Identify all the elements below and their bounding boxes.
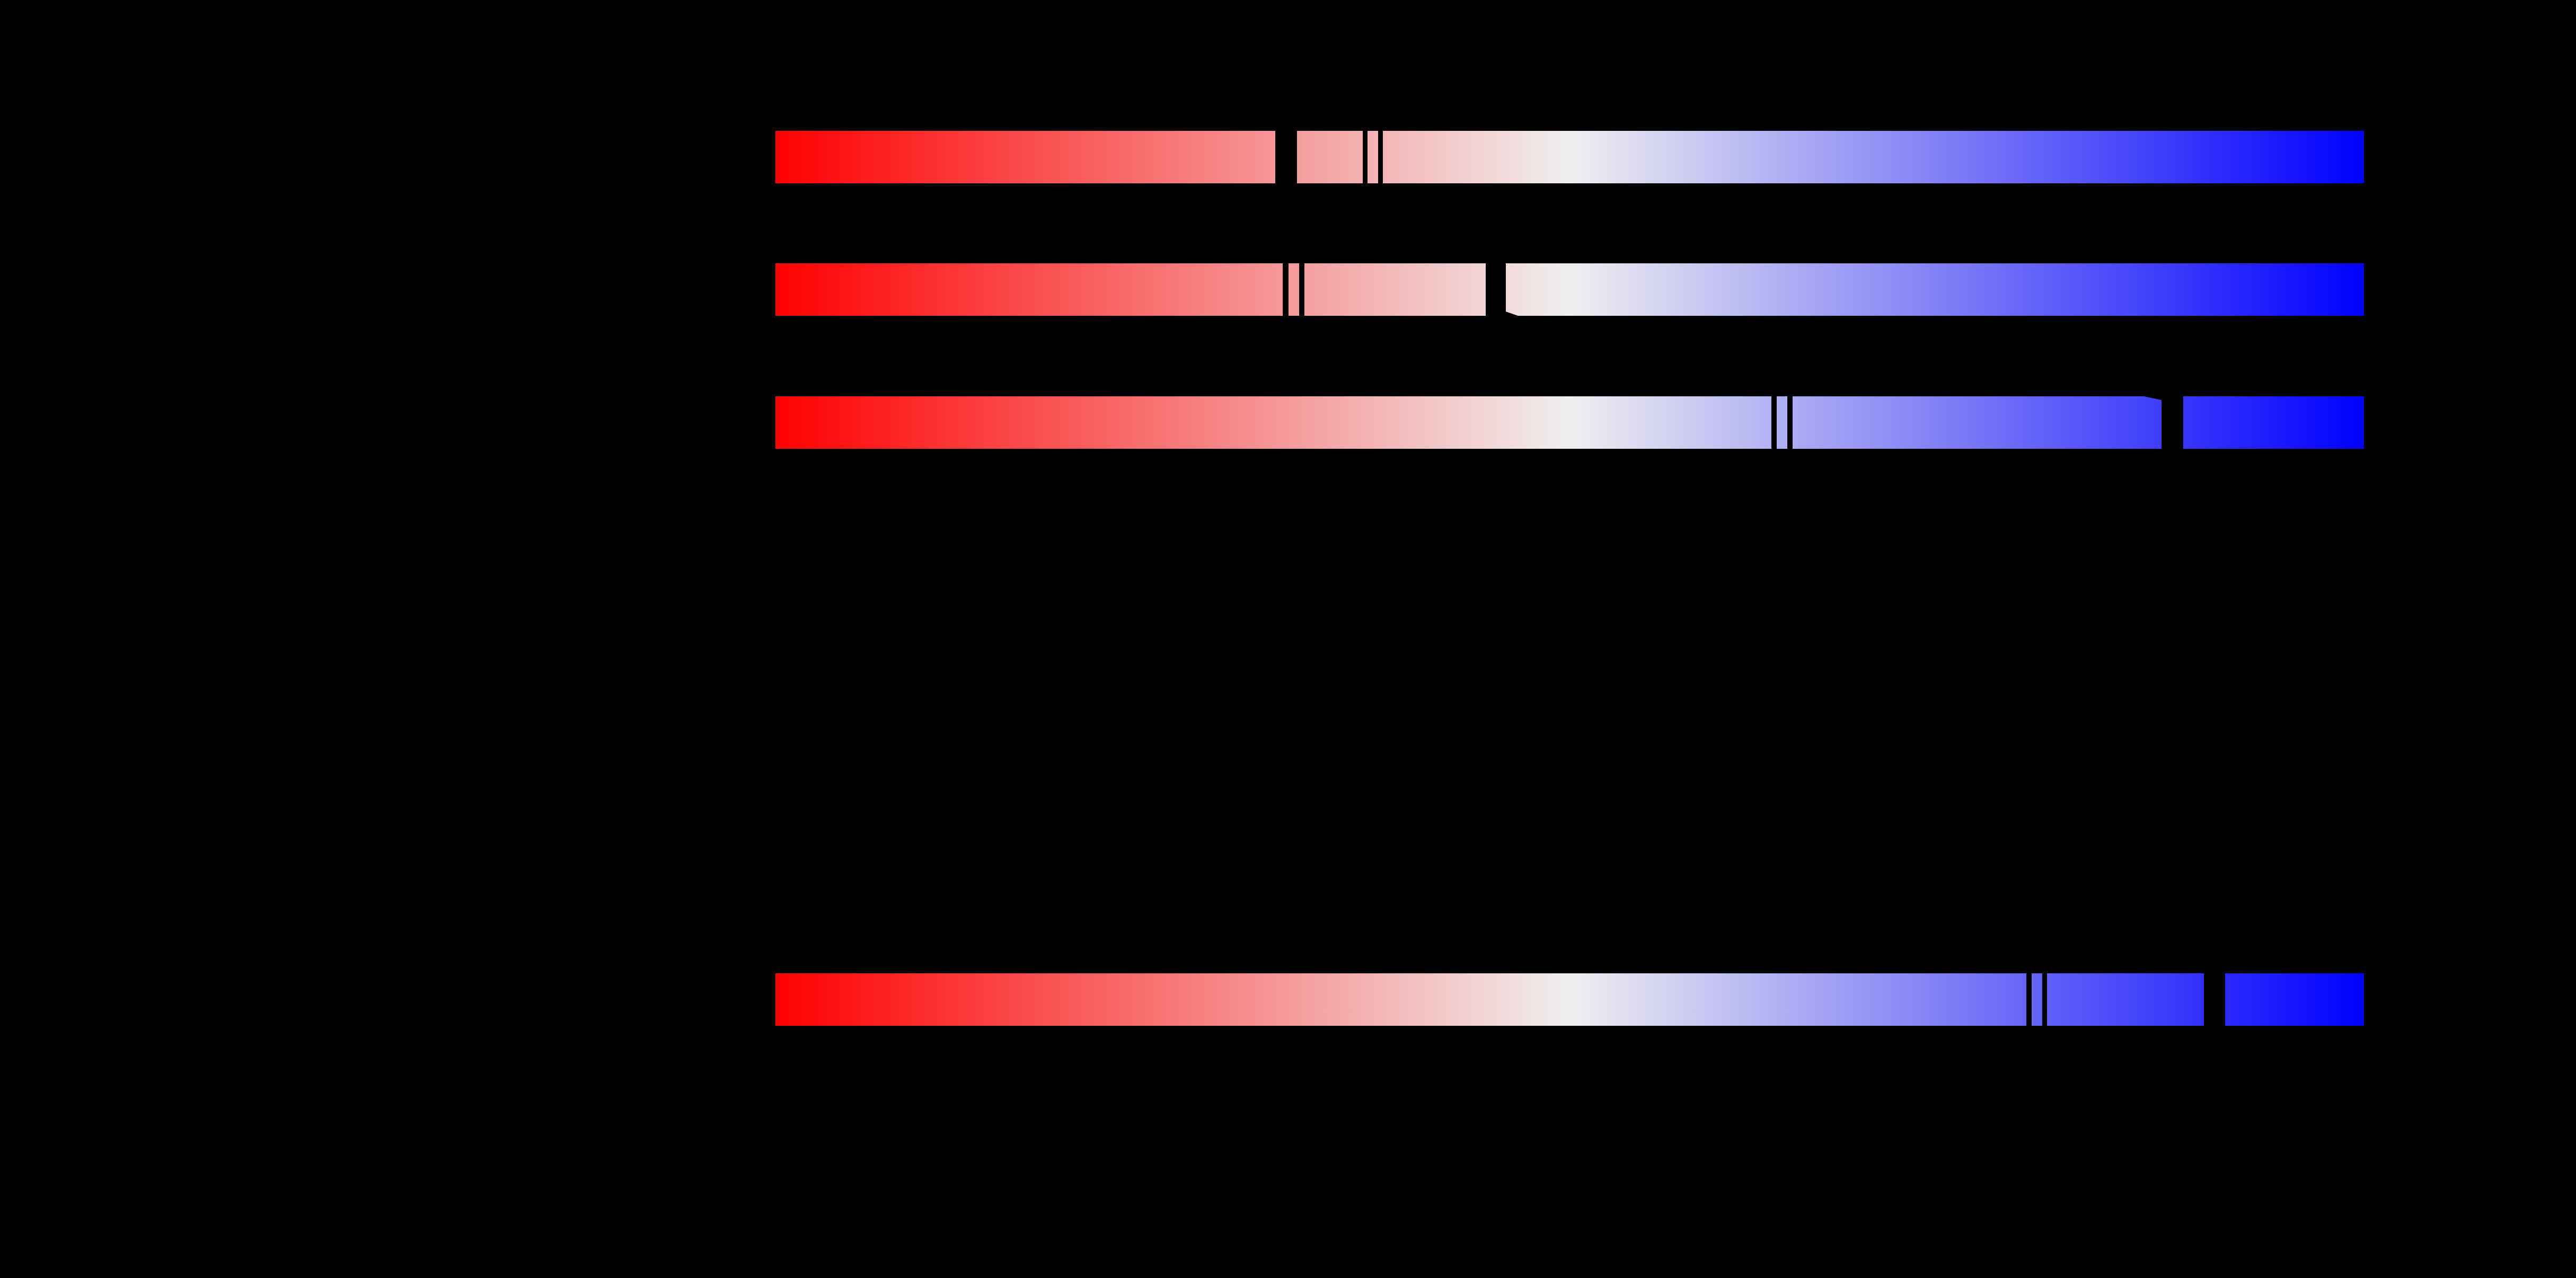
bar-separator-thin: [1787, 396, 1793, 449]
bar-separator-thin: [1378, 131, 1383, 183]
bar-corner-bevel: [2144, 396, 2162, 400]
bar-corner-bevel: [1506, 312, 1518, 316]
bar-separator-thin: [1299, 263, 1304, 316]
bar-separator-wide: [2162, 396, 2183, 449]
gradient-bar-row-1: [775, 131, 2364, 183]
bar-separator-thin: [2042, 973, 2047, 1026]
gradient-bar-row-3: [775, 396, 2364, 449]
bar-separator-wide: [1486, 263, 1506, 316]
bar-separator-thin: [1283, 263, 1289, 316]
bar-separator-wide: [1275, 131, 1297, 183]
bar-separator-thin: [2026, 973, 2032, 1026]
gradient-bar-row-2: [775, 263, 2364, 316]
bar-separator-thin: [1771, 396, 1777, 449]
gradient-bar-row-4: [775, 973, 2364, 1026]
bar-separator-wide: [2204, 973, 2225, 1026]
bar-separator-thin: [1363, 131, 1368, 183]
